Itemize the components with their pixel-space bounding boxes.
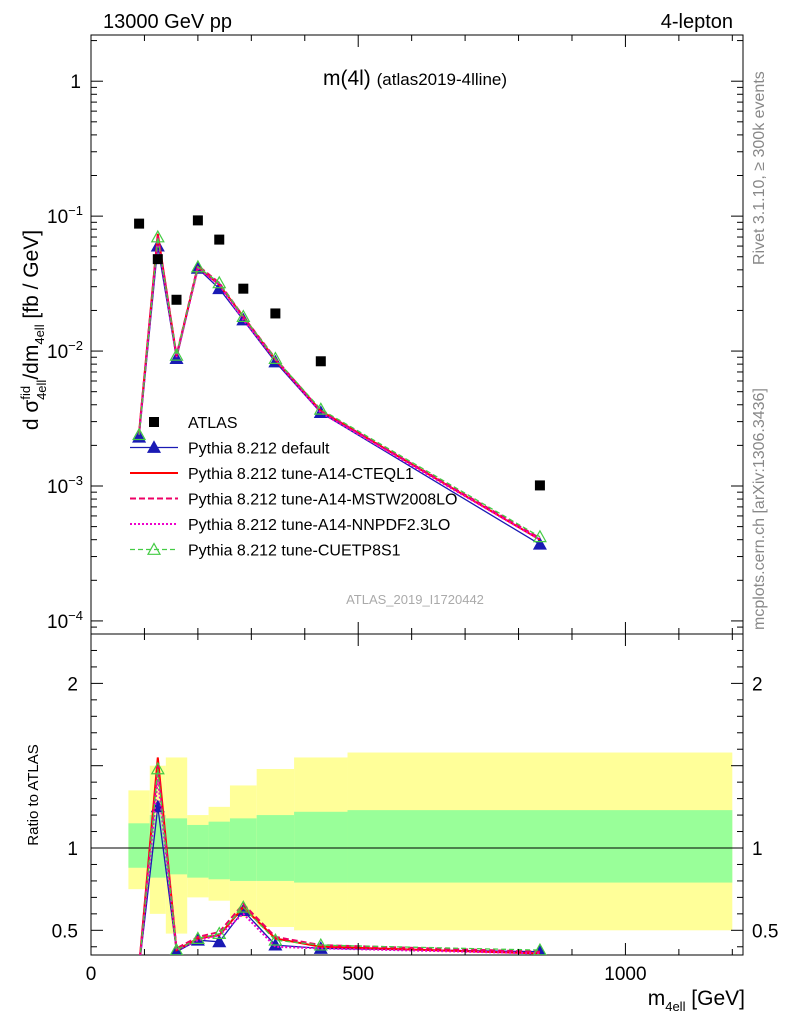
- data-point: [214, 234, 225, 245]
- ratio-point-cuetp: [133, 962, 145, 973]
- ratio-point-cuetp: [212, 926, 227, 939]
- point-cuetp: [169, 348, 184, 361]
- series-line-mstw: [138, 235, 541, 540]
- point-cuetp: [236, 309, 251, 323]
- legend-marker-data: [149, 417, 159, 427]
- ratio-line-cuetp: [139, 768, 540, 955]
- uncertainty-bands: [128, 752, 733, 934]
- ratio-plot: [90, 633, 744, 973]
- stat-uncertainty-band: [149, 815, 166, 878]
- point-cuetp: [190, 259, 205, 273]
- y-tick-label: 10−3: [47, 473, 83, 498]
- point-default: [532, 537, 547, 550]
- energy-label: 13000 GeV pp: [103, 11, 232, 33]
- stat-uncertainty-band: [294, 811, 348, 883]
- stat-uncertainty-band: [229, 818, 257, 881]
- rivet-version-label: Rivet 3.1.10, ≥ 300k events: [751, 71, 768, 265]
- point-cuetp: [150, 229, 165, 243]
- ratio-frame: [90, 633, 744, 956]
- stat-uncertainty-band: [165, 818, 188, 875]
- ratio-y-tick-label: 1: [67, 839, 78, 860]
- ratio-point-cuetp: [268, 932, 283, 946]
- ratio-point-cuetp: [150, 761, 165, 775]
- ratio-point-cuetp: [190, 931, 205, 944]
- main-plot: [90, 34, 744, 635]
- ratio-point-cuetp: [533, 942, 547, 955]
- legend-marker-default: [146, 440, 162, 453]
- ratio-y-tick-label-right: 0.5: [752, 921, 778, 942]
- plot-title: m(4l) (atlas2019-4lline): [323, 67, 507, 90]
- x-tick-label: 500: [342, 964, 374, 985]
- data-point: [152, 254, 163, 265]
- ratio-series-group: [133, 757, 547, 973]
- data-point: [192, 215, 203, 226]
- x-tick-label: 1000: [604, 964, 646, 985]
- point-cuetp: [132, 427, 147, 441]
- legend-label-cteql1: Pythia 8.212 tune-A14-CTEQL1: [188, 466, 414, 483]
- stat-uncertainty-band: [187, 824, 209, 878]
- legend: ATLAS Pythia 8.212 default Pythia 8.212 tu…: [130, 415, 457, 560]
- ratio-point-cuetp: [169, 942, 184, 955]
- data-point: [315, 356, 326, 367]
- series-line-cuetp: [138, 236, 541, 538]
- stat-uncertainty-band: [128, 823, 150, 868]
- point-cuetp: [313, 402, 328, 415]
- legend-label-default: Pythia 8.212 default: [188, 441, 330, 458]
- legend-label-nnpdf: Pythia 8.212 tune-A14-NNPDF2.3LO: [188, 517, 450, 534]
- analysis-tag: ATLAS_2019_I1720442: [346, 592, 484, 607]
- point-cuetp: [268, 351, 283, 364]
- data-point: [171, 294, 182, 305]
- ratio-point-default: [133, 962, 145, 973]
- legend-marker-cuetp: [146, 542, 162, 555]
- ratio-y-tick-label-right: 2: [752, 674, 763, 695]
- ratio-y-axis-label: Ratio to ATLAS: [25, 744, 42, 845]
- legend-label-cuetp: Pythia 8.212 tune-CUETP8S1: [188, 543, 401, 560]
- data-point: [534, 480, 545, 491]
- y-tick-label: 10−4: [47, 608, 83, 633]
- data-point: [270, 308, 281, 319]
- point-cuetp: [212, 275, 227, 289]
- data-point: [238, 283, 249, 294]
- y-tick-label: 10−2: [47, 338, 83, 363]
- ratio-y-tick-label-right: 1: [752, 839, 763, 860]
- point-cuetp: [532, 529, 547, 543]
- y-tick-label: 1: [70, 72, 81, 93]
- ratio-point-cuetp: [236, 900, 251, 913]
- y-tick-label: 10−1: [47, 203, 83, 228]
- main-y-axis-label: d σfid4ell/dm4ell [fb / GeV]: [18, 230, 49, 430]
- ratio-y-tick-label: 2: [67, 674, 78, 695]
- process-label: 4-lepton: [661, 11, 733, 33]
- stat-uncertainty-band: [347, 810, 733, 883]
- x-tick-label: 0: [86, 964, 97, 985]
- legend-label-data: ATLAS: [188, 415, 238, 432]
- ratio-y-tick-label: 0.5: [52, 921, 78, 942]
- ratio-point-cuetp: [313, 937, 328, 951]
- data-point: [134, 218, 145, 229]
- main-series-group: [132, 215, 547, 550]
- mcplots-label: mcplots.cern.ch [arXiv:1306.3436]: [751, 388, 768, 630]
- x-axis-label: m4ell [GeV]: [648, 987, 745, 1014]
- legend-label-mstw: Pythia 8.212 tune-A14-MSTW2008LO: [188, 492, 457, 509]
- stat-uncertainty-band: [208, 821, 230, 880]
- ratio-line-nnpdf: [139, 778, 540, 955]
- ratio-point-default: [212, 934, 227, 948]
